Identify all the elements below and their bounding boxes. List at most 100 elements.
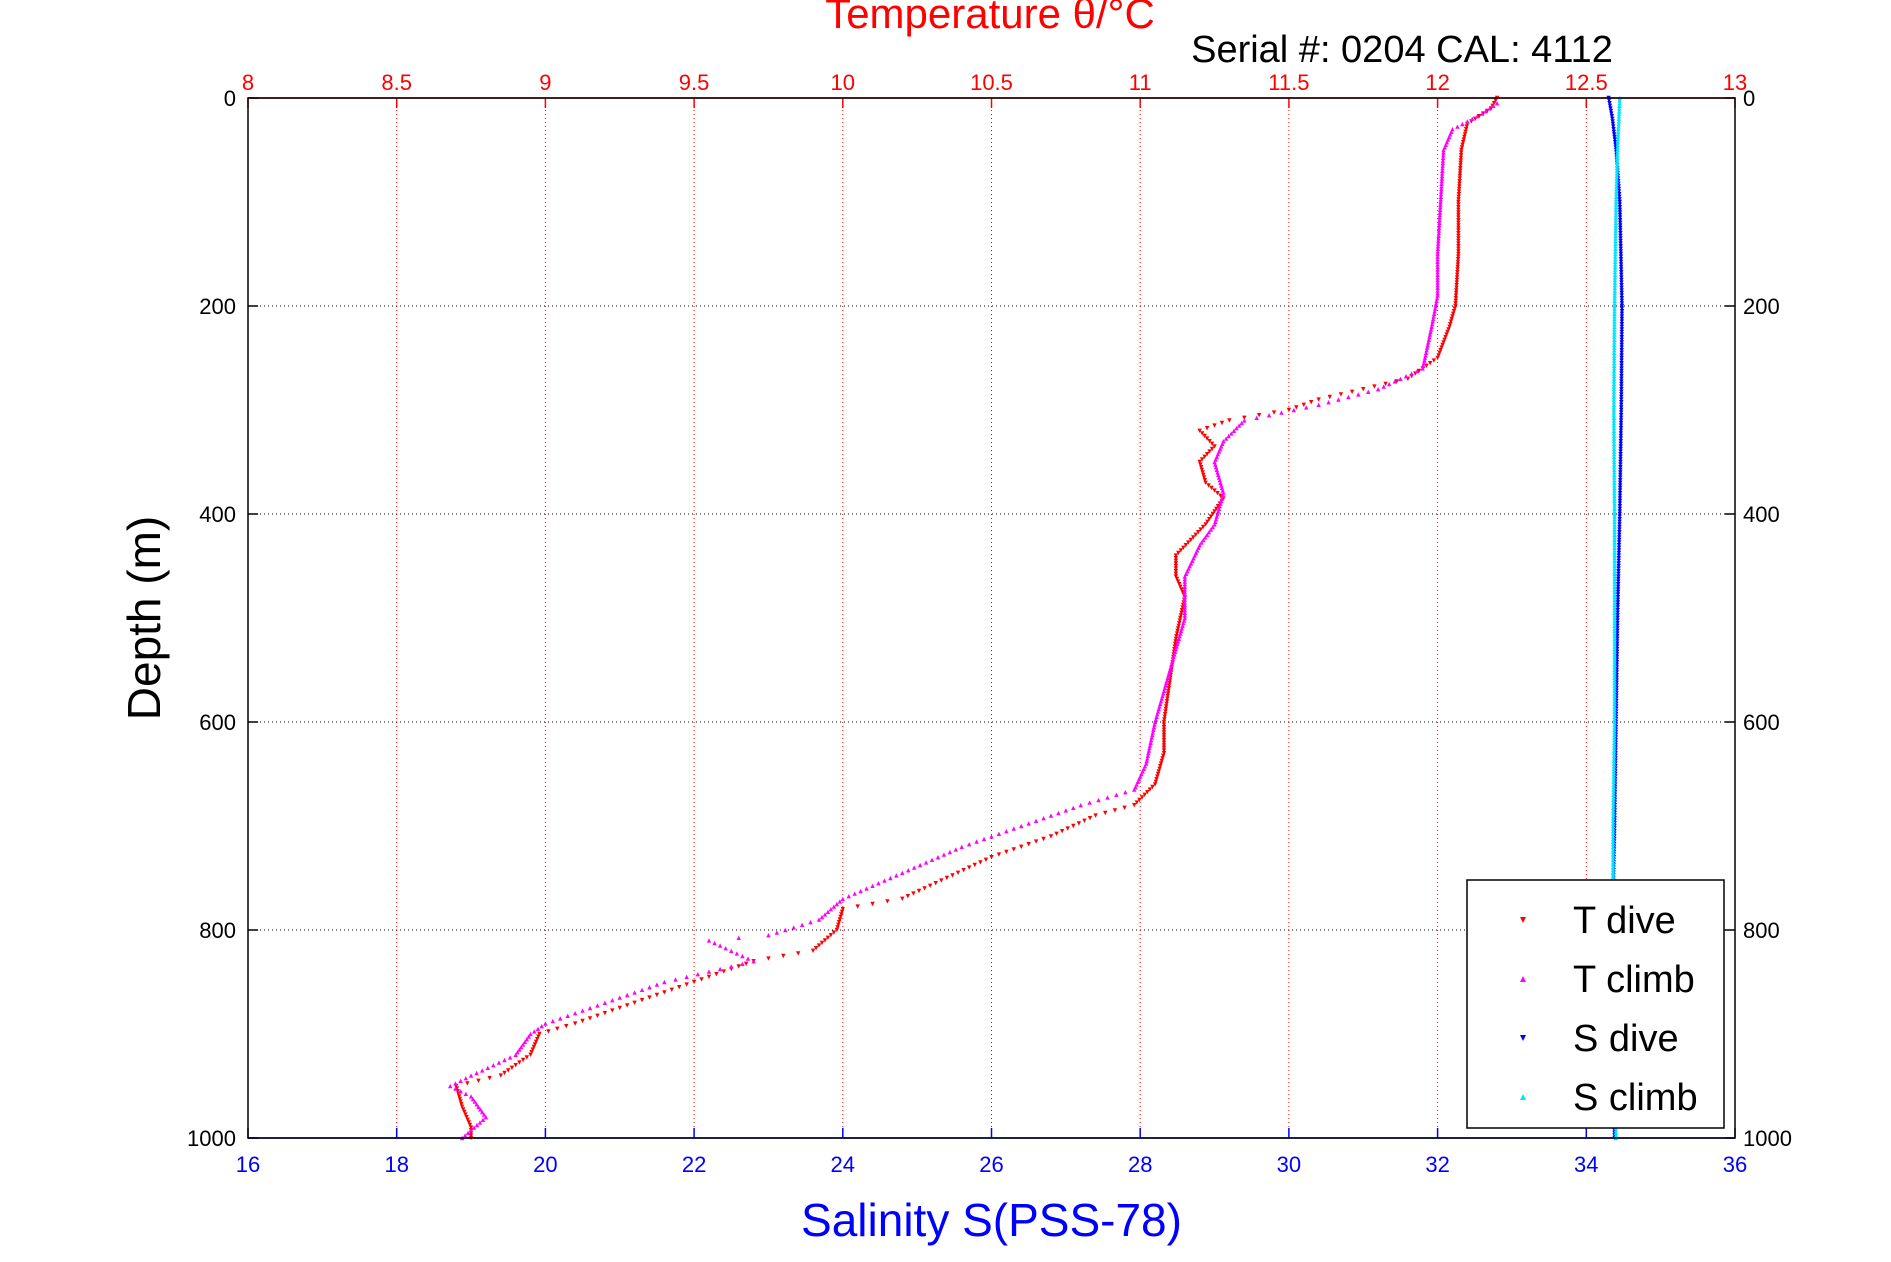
data-point-s-dive — [1619, 329, 1625, 335]
data-point-t-climb — [468, 1128, 474, 1133]
data-point-s-climb — [1611, 397, 1617, 402]
data-point-s-dive — [1619, 275, 1624, 280]
data-point-s-climb — [1612, 662, 1617, 667]
data-point-t-climb — [1041, 816, 1046, 821]
data-point-t-climb — [520, 1042, 526, 1047]
data-point-t-dive — [532, 1042, 538, 1047]
data-point-t-climb — [1217, 504, 1222, 509]
data-point-t-dive — [1456, 233, 1461, 238]
y-tick-label-left: 200 — [199, 294, 236, 319]
data-point-t-dive — [836, 920, 842, 925]
data-point-t-climb — [535, 1026, 541, 1031]
data-point-s-climb — [1611, 771, 1617, 777]
data-point-s-dive — [1618, 257, 1624, 262]
data-point-s-climb — [1612, 524, 1617, 530]
data-point-s-climb — [1612, 309, 1617, 314]
data-point-t-dive — [1173, 639, 1178, 644]
data-point-t-climb — [906, 868, 911, 873]
data-point-t-dive — [1158, 764, 1163, 769]
data-point-t-climb — [1432, 306, 1438, 311]
data-point-s-dive — [1609, 114, 1615, 119]
data-point-s-dive — [1617, 517, 1622, 522]
data-point-t-climb — [1216, 475, 1222, 480]
data-point-t-climb — [1440, 166, 1445, 171]
data-point-t-climb — [1215, 511, 1220, 517]
data-point-s-climb — [1611, 761, 1617, 766]
data-point-s-dive — [1617, 524, 1622, 530]
data-point-t-dive — [537, 1031, 542, 1037]
data-point-t-dive — [1173, 561, 1179, 566]
data-point-t-dive — [1199, 431, 1205, 436]
data-point-s-dive — [1617, 511, 1622, 517]
data-point-s-climb — [1616, 127, 1621, 132]
data-point-s-dive — [1618, 441, 1623, 446]
data-point-s-climb — [1614, 171, 1620, 176]
legend-marker-s-climb — [1520, 1094, 1526, 1100]
data-point-s-climb — [1611, 431, 1617, 436]
data-point-t-climb — [1423, 350, 1429, 355]
data-point-s-climb — [1613, 228, 1618, 233]
data-point-t-climb — [1105, 795, 1110, 800]
data-point-t-climb — [1146, 748, 1152, 753]
data-point-t-climb — [831, 904, 837, 909]
data-point-t-climb — [876, 881, 881, 886]
data-point-t-dive — [1456, 205, 1461, 210]
data-point-t-dive — [1454, 285, 1459, 290]
data-point-t-climb — [1004, 829, 1009, 834]
data-point-t-dive — [457, 1096, 463, 1102]
data-point-t-dive — [1201, 475, 1207, 480]
data-point-t-climb — [1435, 264, 1440, 270]
data-point-s-climb — [1616, 129, 1621, 134]
data-point-s-dive — [1618, 467, 1623, 472]
data-point-t-dive — [476, 1078, 481, 1083]
data-point-t-climb — [1213, 462, 1218, 467]
data-point-t-dive — [1209, 446, 1215, 452]
data-point-t-dive — [639, 998, 645, 1003]
data-point-t-climb — [1203, 535, 1208, 540]
data-point-s-dive — [1617, 527, 1622, 532]
data-point-s-climb — [1614, 179, 1619, 184]
data-point-t-climb — [1426, 340, 1431, 345]
data-point-t-climb — [1218, 501, 1223, 506]
data-point-t-climb — [532, 1029, 537, 1034]
data-point-s-climb — [1612, 270, 1618, 275]
data-point-t-climb — [1152, 722, 1157, 727]
data-point-t-dive — [546, 1029, 551, 1034]
data-point-t-dive — [1456, 254, 1461, 259]
data-point-t-dive — [462, 1109, 467, 1115]
data-point-s-climb — [1612, 654, 1617, 660]
data-point-t-dive — [819, 940, 825, 946]
data-point-t-climb — [1439, 176, 1445, 181]
x-top-tick-label: 9 — [539, 70, 551, 95]
data-point-s-climb — [1611, 392, 1617, 397]
data-point-t-climb — [1434, 298, 1439, 303]
data-point-t-climb — [1429, 324, 1434, 329]
data-point-t-dive — [524, 1055, 530, 1060]
data-point-t-climb — [1436, 236, 1441, 241]
data-point-t-dive — [555, 1026, 560, 1031]
data-point-t-climb — [1366, 389, 1371, 394]
data-point-t-dive — [1166, 686, 1172, 691]
data-point-s-dive — [1619, 314, 1625, 319]
data-point-t-dive — [1134, 800, 1140, 805]
data-point-s-dive — [1618, 241, 1623, 246]
data-point-t-climb — [1433, 301, 1439, 306]
data-point-s-dive — [1619, 374, 1624, 379]
data-point-s-climb — [1613, 225, 1618, 231]
data-point-t-climb — [468, 1094, 474, 1099]
data-point-t-climb — [470, 1096, 476, 1102]
data-point-t-climb — [1155, 709, 1161, 714]
data-point-s-dive — [1618, 262, 1624, 267]
data-point-t-dive — [1464, 124, 1469, 129]
data-point-s-climb — [1611, 774, 1616, 779]
data-point-t-dive — [487, 1076, 492, 1081]
data-point-t-dive — [1200, 524, 1206, 530]
data-point-t-climb — [1166, 673, 1171, 678]
data-point-t-climb — [462, 1133, 468, 1138]
data-point-t-climb — [1435, 267, 1440, 272]
data-point-s-dive — [1618, 238, 1623, 244]
data-point-s-climb — [1612, 704, 1617, 709]
data-point-t-dive — [855, 904, 860, 909]
data-point-s-climb — [1612, 615, 1617, 621]
data-point-t-climb — [474, 1070, 479, 1076]
